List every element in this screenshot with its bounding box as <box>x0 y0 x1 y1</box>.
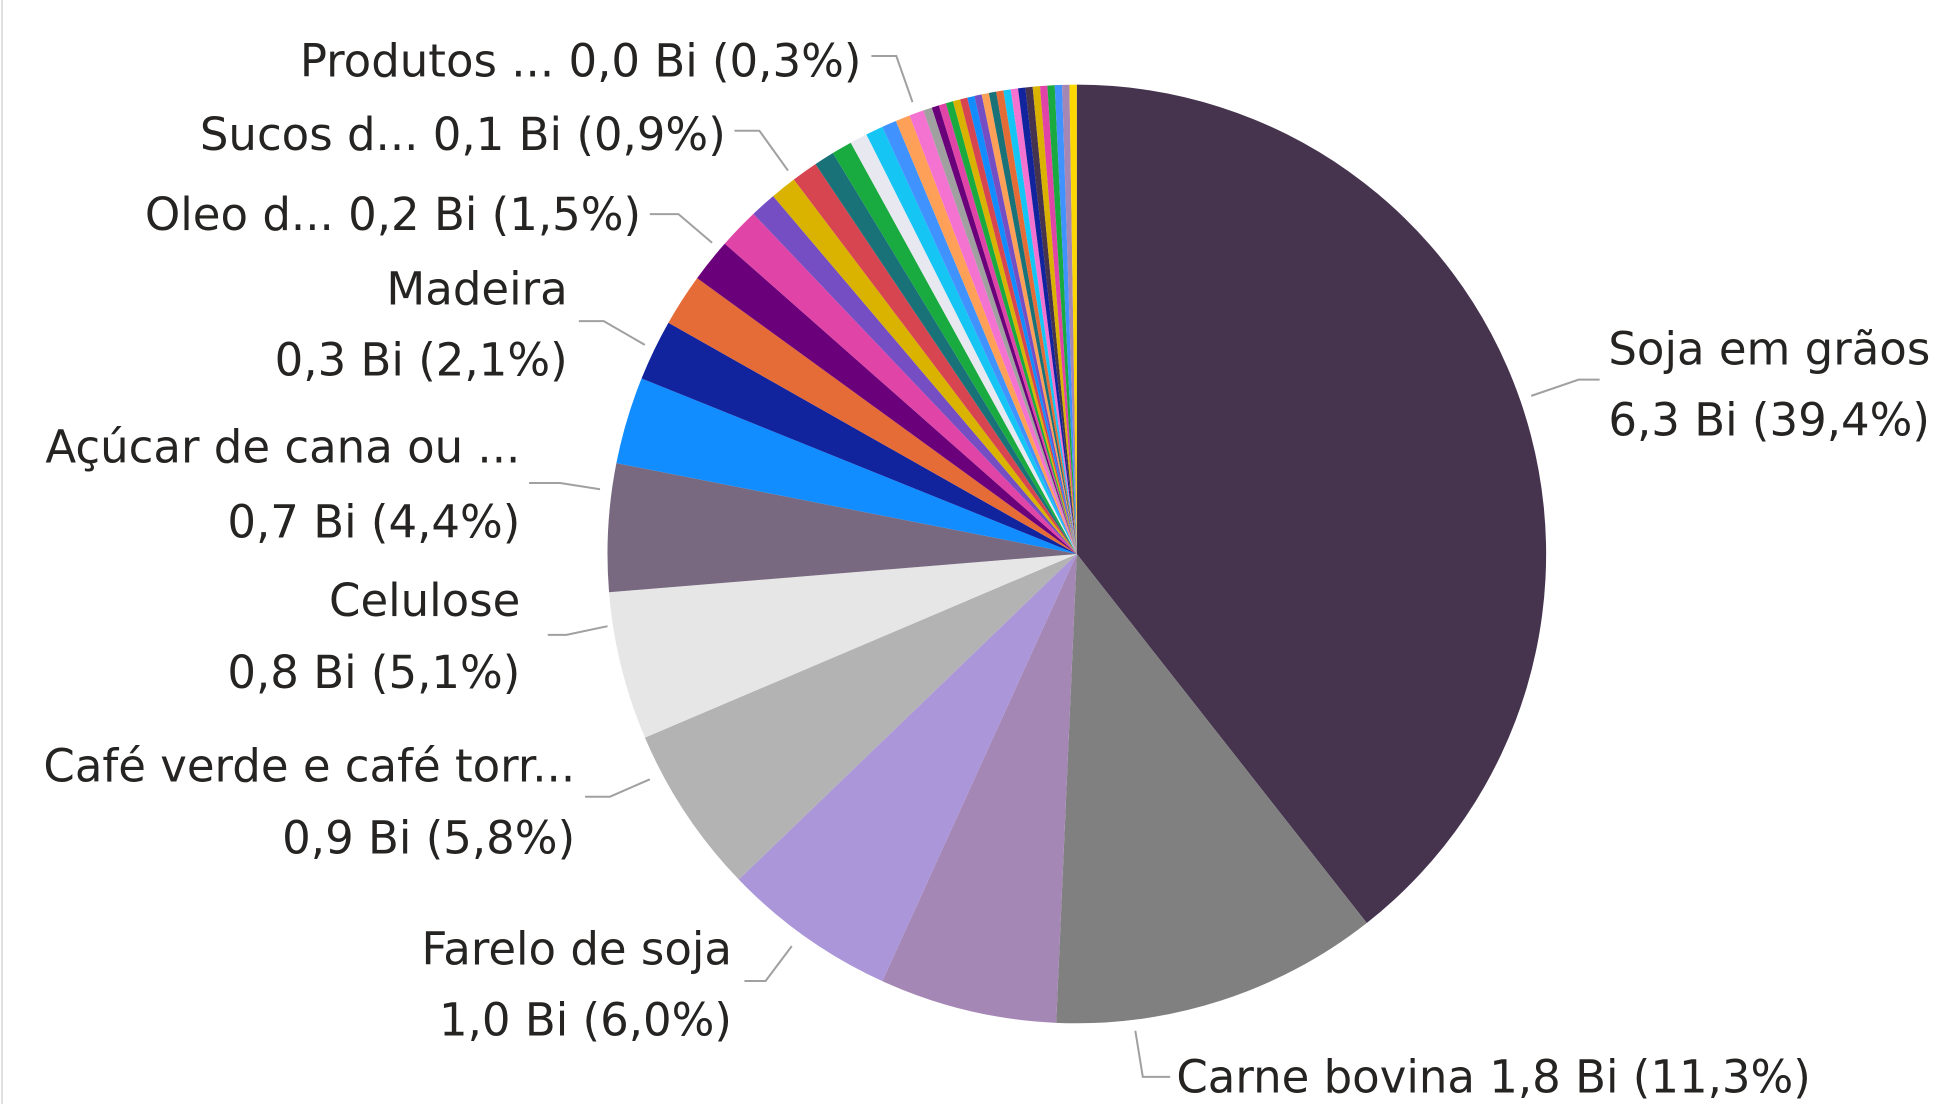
slice-label: Soja em grãos <box>1608 322 1930 375</box>
pie-slice <box>996 90 1077 554</box>
leader-line <box>585 778 651 798</box>
pie-slice <box>616 378 1077 554</box>
pie-slice <box>1010 88 1077 554</box>
slice-value-label: 0,0 Bi (0,3%) <box>568 35 861 88</box>
pie-slice <box>753 196 1077 554</box>
slice-value-label: 0,7 Bi (4,4%) <box>227 495 520 548</box>
pie-slice <box>1069 84 1077 554</box>
leader-line <box>744 945 793 982</box>
leader-line <box>1530 378 1600 397</box>
slice-label: Produtos ... 0,0 Bi (0,3%) <box>300 35 862 88</box>
slice-category: Sucos d... <box>200 108 419 161</box>
pie-slice <box>1076 84 1547 923</box>
pie-slice <box>895 115 1077 554</box>
leader-line <box>547 625 608 636</box>
slice-value-label: 1,0 Bi (6,0%) <box>439 993 732 1046</box>
slice-value-label: 0,2 Bi (1,5%) <box>348 188 641 241</box>
pie-slice <box>1025 86 1077 554</box>
leader-line <box>871 55 914 103</box>
pie-slice <box>724 213 1077 554</box>
pie-slice <box>850 134 1077 554</box>
pie-slice <box>815 153 1077 554</box>
pie-slice <box>923 107 1077 554</box>
slice-label: Carne bovina 1,8 Bi (11,3%) <box>1176 1051 1810 1104</box>
pie-slice <box>609 553 1077 738</box>
pie-slice <box>967 95 1077 554</box>
slice-category: Oleo d... <box>145 188 334 241</box>
leader-line <box>734 129 789 172</box>
slice-value-label: 0,1 Bi (0,9%) <box>433 108 726 161</box>
pie-slice <box>1032 86 1077 554</box>
pie-slice <box>866 126 1077 554</box>
pie-slice <box>938 103 1077 554</box>
leader-line <box>649 213 713 244</box>
pie-slice <box>882 120 1077 554</box>
pie-slice <box>1017 87 1077 554</box>
pie-slice <box>1047 85 1077 554</box>
pie-slice <box>1056 553 1367 1024</box>
pie-slice <box>607 463 1077 593</box>
pie-slice <box>988 91 1077 554</box>
slice-value-label: 0,8 Bi (5,1%) <box>227 646 520 699</box>
pie-slice <box>1039 85 1077 554</box>
pie-slice <box>1062 84 1077 554</box>
slice-label: Madeira <box>386 263 567 316</box>
pie-slice <box>945 101 1077 554</box>
pie-slice <box>738 553 1077 982</box>
pie-slice <box>952 99 1077 554</box>
pie-slice <box>644 553 1077 880</box>
slice-label: Celulose <box>329 574 520 627</box>
pie-slice <box>981 92 1077 554</box>
slice-value-label: 6,3 Bi (39,4%) <box>1608 393 1930 446</box>
slice-value-label: 0,3 Bi (2,1%) <box>275 334 568 387</box>
slice-label: Açúcar de cana ou ... <box>45 421 520 474</box>
leader-line <box>578 320 646 346</box>
slice-value-label: 0,9 Bi (5,8%) <box>282 812 575 865</box>
slice-label: Oleo d... 0,2 Bi (1,5%) <box>145 188 641 241</box>
slice-value-label: 1,8 Bi (11,3%) <box>1489 1051 1811 1104</box>
leader-line <box>529 482 601 491</box>
pie-slice <box>1003 89 1077 554</box>
pie-slice <box>641 322 1077 554</box>
pie-slice <box>668 278 1077 554</box>
pie-slice <box>793 164 1077 554</box>
slice-category: Carne bovina <box>1176 1051 1475 1104</box>
pie-slice <box>960 97 1077 554</box>
pie-slice <box>832 142 1077 554</box>
pie-slice <box>931 105 1077 554</box>
slice-label: Farelo de soja <box>422 922 732 975</box>
leader-line <box>1134 1030 1171 1078</box>
pie-slice <box>773 179 1077 554</box>
pie-slice <box>1054 84 1077 554</box>
slice-label: Sucos d... 0,1 Bi (0,9%) <box>200 108 726 161</box>
pie-slice <box>697 243 1077 554</box>
slice-category: Produtos ... <box>300 35 554 88</box>
slice-label: Café verde e café torr... <box>43 739 575 792</box>
pie-slice <box>882 553 1077 1023</box>
pie-slice <box>909 110 1077 554</box>
pie-slice <box>974 94 1077 554</box>
